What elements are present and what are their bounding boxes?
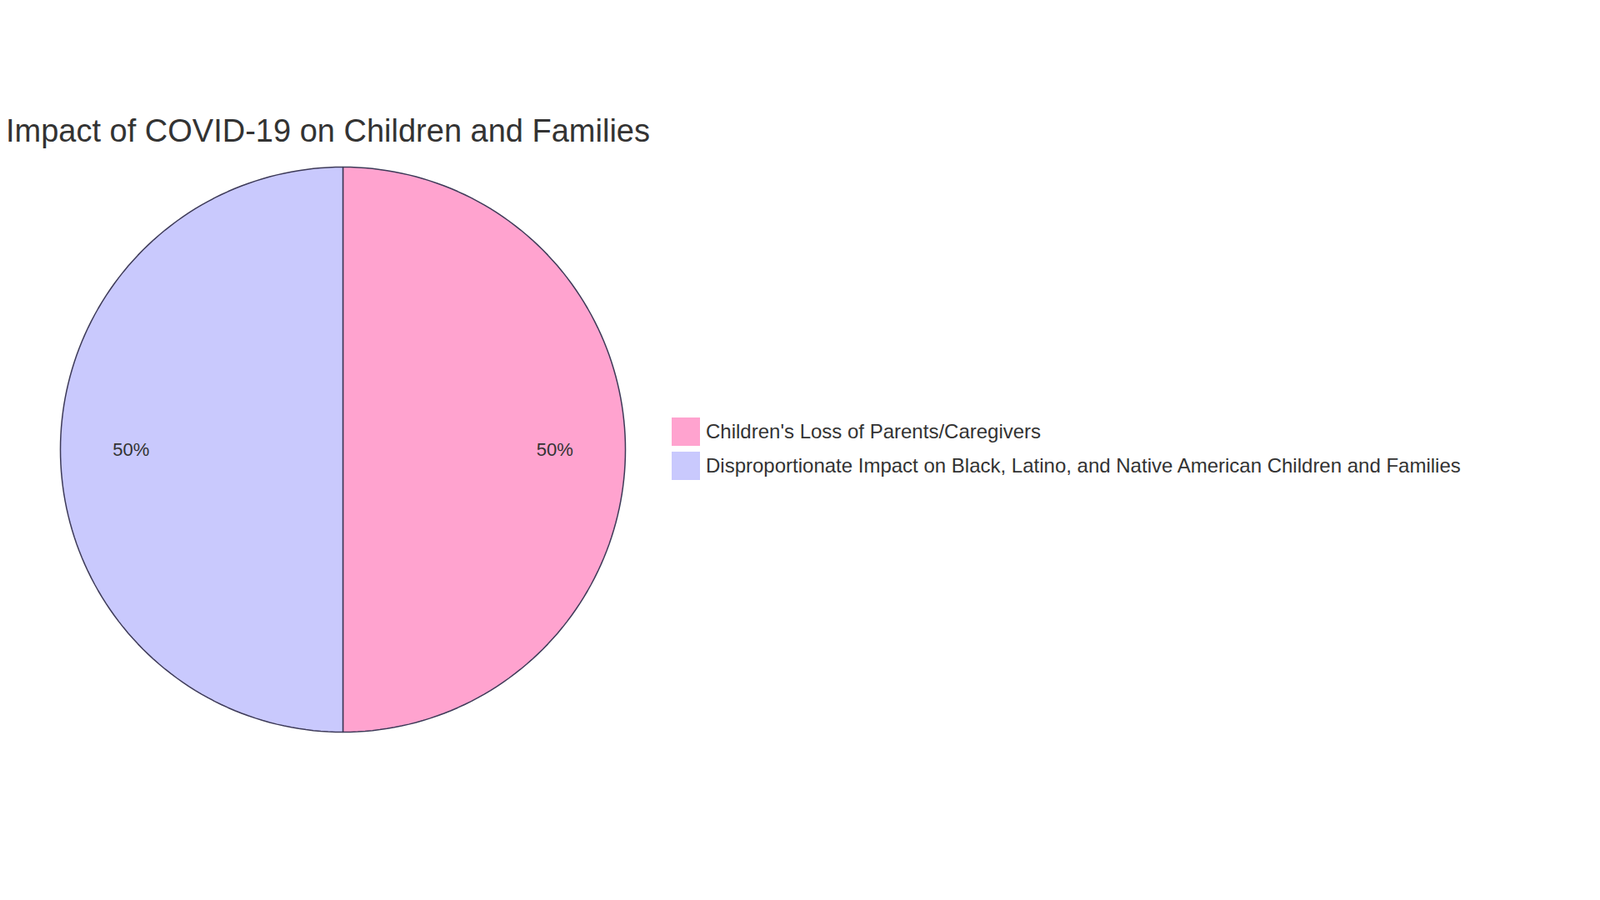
html-text:Children's Loss of Parents/Car: Children's Loss of Parents/Caregivers xyxy=(705,419,1041,443)
html-text:Impact of COVID-19 on Children: Impact of COVID-19 on Children and Famil… xyxy=(5,113,650,149)
html-text:Disproportionate Impact on Bla: Disproportionate Impact on Black, Latino… xyxy=(705,453,1461,477)
svg-text:50%: 50% xyxy=(112,439,150,460)
svg-text:50%: 50% xyxy=(536,439,574,460)
